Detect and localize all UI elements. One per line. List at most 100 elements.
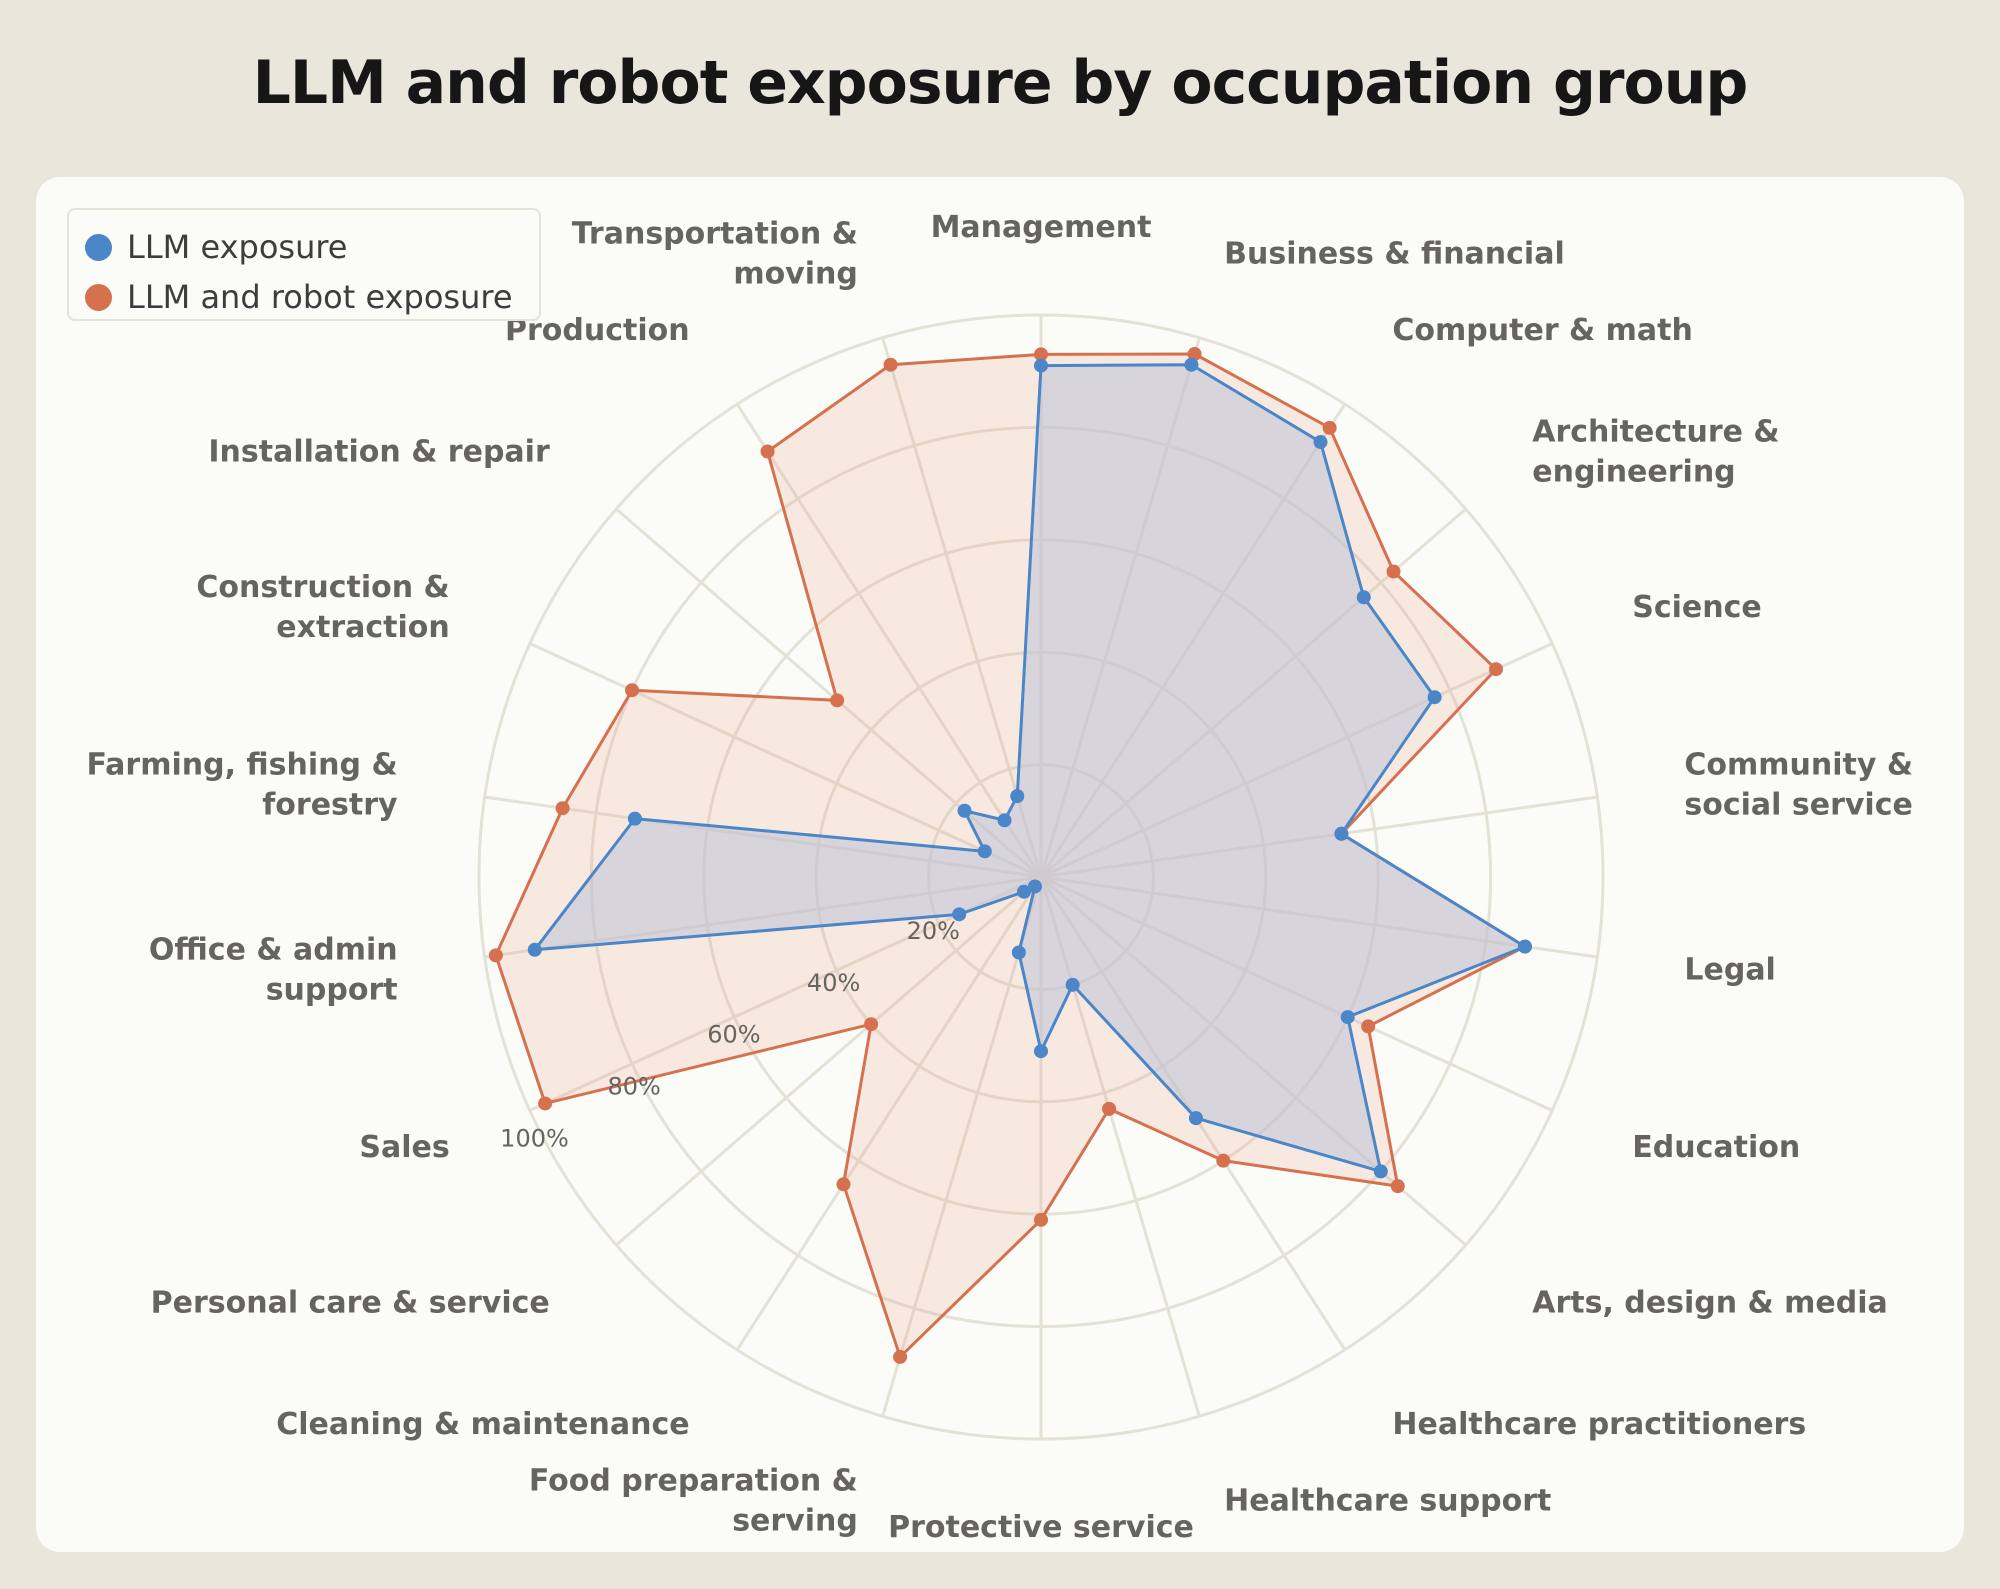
category-label-line: Community & [1684, 747, 1913, 782]
data-point-llm-robot [1102, 1101, 1117, 1116]
data-point-llm [1034, 1044, 1048, 1059]
category-label-line: Personal care & service [151, 1286, 550, 1321]
category-label-line: Sales [359, 1130, 449, 1165]
category-label: Protective service [888, 1510, 1194, 1545]
legend-label-llm: LLM exposure [127, 228, 348, 266]
radar-series [488, 346, 1532, 1364]
category-label-line: Business & financial [1224, 236, 1565, 271]
data-point-llm-robot [1034, 347, 1048, 362]
data-point-llm-robot [1361, 1019, 1376, 1034]
data-point-llm [1034, 358, 1048, 373]
category-label-line: engineering [1532, 454, 1735, 489]
category-label: Computer & math [1392, 313, 1692, 348]
data-point-llm-robot [555, 801, 570, 816]
data-point-llm-robot [1034, 1212, 1048, 1227]
category-label: Sales [359, 1130, 449, 1165]
category-label-line: Installation & repair [208, 434, 550, 469]
grid-spoke [735, 876, 1043, 1351]
grid-spoke [529, 642, 1042, 879]
data-point-llm-robot [1187, 346, 1202, 361]
category-label: Healthcare practitioners [1392, 1407, 1806, 1442]
category-label-line: extraction [276, 610, 449, 645]
category-label-line: Office & admin [149, 933, 398, 968]
category-label: Transportation & moving [572, 216, 858, 291]
tick-label: 20% [907, 917, 960, 945]
category-label-line: Construction & [196, 570, 449, 605]
grid-spoke [881, 876, 1043, 1417]
radial-tick-labels: 20% 40% 60% 80% 100% [500, 917, 960, 1153]
grid-spoke [615, 875, 1042, 1247]
chart-legend: LLM exposure LLM and robot exposure [67, 208, 541, 321]
data-point-llm [957, 803, 972, 818]
data-point-llm-robot [1488, 662, 1503, 677]
data-point-llm [1010, 789, 1025, 804]
data-point-llm-robot [893, 1349, 908, 1364]
category-label-line: Architecture & [1532, 414, 1779, 449]
data-point-llm [627, 811, 642, 826]
grid-spoke [735, 403, 1043, 878]
category-label: Legal [1684, 953, 1775, 988]
category-label-line: moving [733, 256, 858, 291]
category-label-line: Science [1632, 590, 1762, 625]
data-point-llm [977, 844, 992, 859]
category-label-line: Farming, fishing & [86, 747, 397, 782]
legend-dot-llm-robot [85, 283, 112, 311]
category-labels: Management Business & financial Computer &… [86, 210, 1913, 1545]
data-point-llm-robot [760, 444, 775, 459]
legend-item-llm-robot: LLM and robot exposure [85, 272, 539, 322]
data-point-llm [1017, 884, 1032, 899]
data-point-llm-robot [1216, 1153, 1231, 1168]
category-label-line: Food preparation & [529, 1464, 858, 1499]
category-label-line: forestry [262, 787, 398, 822]
category-label-line: Arts, design & media [1532, 1286, 1888, 1321]
data-point-llm [1517, 939, 1532, 954]
category-label-line: support [266, 973, 398, 1008]
category-label-line: Management [931, 210, 1152, 245]
category-label-line: serving [732, 1504, 858, 1539]
data-point-llm [1340, 1010, 1355, 1025]
data-point-llm-robot [1390, 1179, 1405, 1194]
category-label: Construction & extraction [196, 570, 449, 645]
data-point-llm-robot [625, 683, 640, 698]
data-point-llm [1356, 590, 1371, 605]
category-label: Education [1632, 1130, 1800, 1165]
data-point-llm [1027, 879, 1042, 894]
category-label-line: Legal [1684, 953, 1775, 988]
category-label: Management [931, 210, 1152, 245]
grid-spoke [881, 337, 1043, 878]
category-label: Farming, fishing & forestry [86, 747, 398, 822]
data-point-llm [1065, 977, 1080, 992]
data-point-llm [1427, 690, 1442, 705]
data-point-llm-robot [538, 1096, 553, 1111]
category-label-line: social service [1684, 787, 1912, 822]
category-label-line: Protective service [888, 1510, 1194, 1545]
legend-label-llm-robot: LLM and robot exposure [127, 278, 513, 316]
data-point-llm-robot [830, 693, 845, 708]
category-label-line: Education [1632, 1130, 1800, 1165]
data-point-llm [952, 907, 967, 922]
legend-dot-llm [85, 233, 112, 261]
category-label: Food preparation & serving [529, 1464, 858, 1539]
category-label: Cleaning & maintenance [276, 1407, 689, 1442]
category-label: Healthcare support [1224, 1484, 1551, 1519]
page-title: LLM and robot exposure by occupation gro… [252, 48, 1749, 118]
data-point-llm [1184, 357, 1199, 372]
tick-label: 100% [500, 1125, 569, 1153]
category-label: Office & admin support [149, 933, 398, 1008]
category-label-line: Cleaning & maintenance [276, 1407, 689, 1442]
data-point-llm-robot [1386, 564, 1401, 579]
data-point-llm-robot [488, 948, 503, 963]
data-point-llm [1011, 945, 1026, 960]
category-label: Installation & repair [208, 434, 550, 469]
data-point-llm-robot [1322, 420, 1337, 435]
category-label-line: Healthcare support [1224, 1484, 1551, 1519]
data-point-llm-robot [864, 1017, 879, 1032]
category-label: Personal care & service [151, 1286, 550, 1321]
category-label-line: Computer & math [1392, 313, 1692, 348]
data-point-llm [1334, 826, 1349, 841]
category-label: Science [1632, 590, 1762, 625]
category-label: Architecture & engineering [1532, 414, 1779, 489]
category-label-line: Healthcare practitioners [1392, 1407, 1806, 1442]
legend-item-llm: LLM exposure [85, 222, 539, 272]
